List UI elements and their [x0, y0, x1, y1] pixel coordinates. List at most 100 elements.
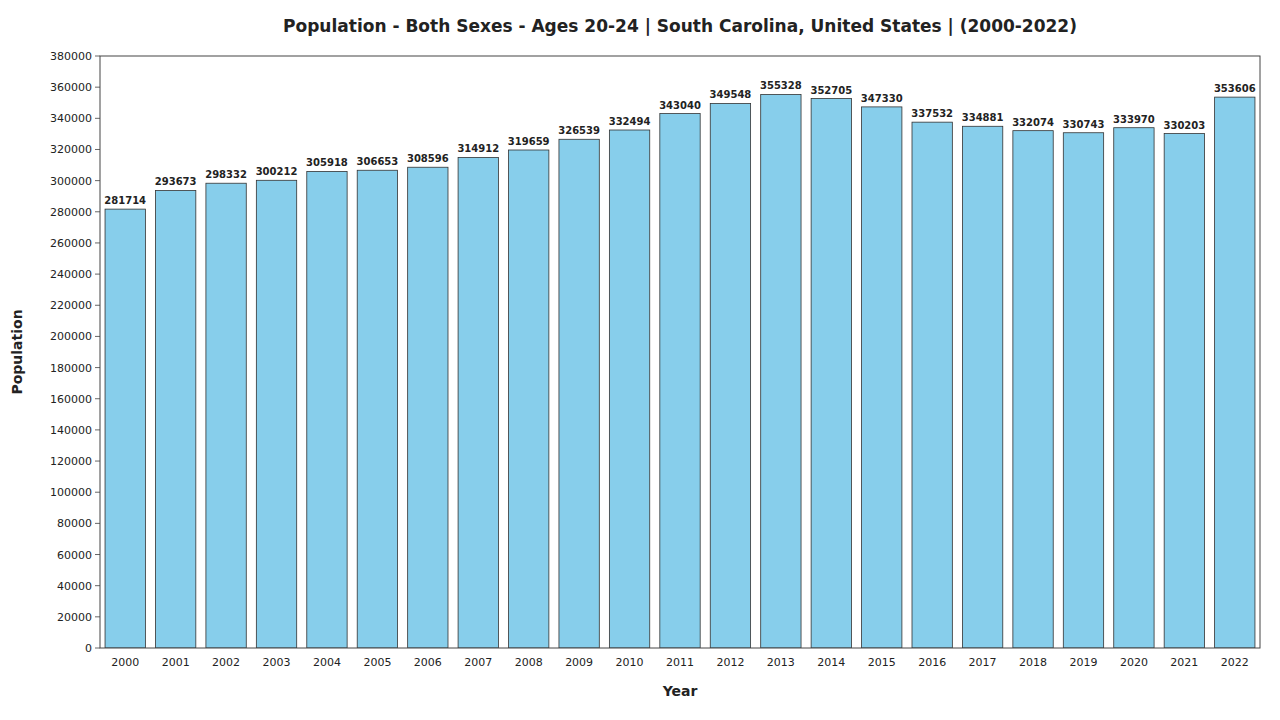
y-tick-label: 200000	[50, 330, 92, 343]
bar	[962, 126, 1002, 648]
data-label: 353606	[1214, 83, 1256, 94]
data-label: 332494	[609, 116, 651, 127]
data-label: 332074	[1012, 117, 1054, 128]
y-tick-label: 160000	[50, 393, 92, 406]
bar	[811, 99, 851, 648]
y-tick	[95, 367, 100, 368]
data-label: 352705	[810, 85, 852, 96]
x-tick-label: 2010	[616, 656, 644, 669]
x-tick-label: 2021	[1170, 656, 1198, 669]
data-label: 300212	[256, 166, 298, 177]
x-tick-label: 2013	[767, 656, 795, 669]
x-tick-label: 2004	[313, 656, 341, 669]
chart-title: Population - Both Sexes - Ages 20-24 | S…	[283, 16, 1077, 36]
data-label: 298332	[205, 169, 247, 180]
chart-container: 0200004000060000800001000001200001400001…	[0, 0, 1280, 720]
data-label: 347330	[861, 93, 903, 104]
y-tick	[95, 616, 100, 617]
y-tick	[95, 523, 100, 524]
chart-svg: 0200004000060000800001000001200001400001…	[0, 0, 1280, 720]
x-tick-label: 2018	[1019, 656, 1047, 669]
data-label: 334881	[962, 112, 1004, 123]
plot-frame	[100, 56, 1260, 648]
y-tick-label: 340000	[50, 112, 92, 125]
y-tick	[95, 149, 100, 150]
bar	[206, 183, 246, 648]
bar	[862, 107, 902, 648]
x-tick-label: 2008	[515, 656, 543, 669]
bar	[1114, 128, 1154, 648]
y-tick-label: 320000	[50, 143, 92, 156]
data-label: 293673	[155, 176, 197, 187]
y-tick	[95, 429, 100, 430]
y-tick	[95, 648, 100, 649]
bar	[256, 180, 296, 648]
bars	[105, 94, 1255, 648]
x-tick-label: 2022	[1221, 656, 1249, 669]
x-tick-label: 2001	[162, 656, 190, 669]
x-tick-label: 2019	[1069, 656, 1097, 669]
y-tick-label: 0	[85, 642, 92, 655]
y-tick-label: 120000	[50, 455, 92, 468]
x-tick-label: 2006	[414, 656, 442, 669]
x-axis: 2000200120022003200420052006200720082009…	[111, 656, 1249, 669]
bar	[559, 139, 599, 648]
x-tick-label: 2015	[868, 656, 896, 669]
x-axis-label: Year	[662, 683, 698, 699]
y-tick	[95, 274, 100, 275]
data-label: 349548	[710, 89, 752, 100]
x-tick-label: 2005	[363, 656, 391, 669]
y-axis: 0200004000060000800001000001200001400001…	[50, 50, 100, 655]
y-tick-label: 140000	[50, 424, 92, 437]
y-tick-label: 40000	[57, 580, 92, 593]
data-label: 330203	[1163, 120, 1205, 131]
bar	[1063, 133, 1103, 648]
y-tick	[95, 211, 100, 212]
y-tick	[95, 398, 100, 399]
y-tick	[95, 87, 100, 88]
x-tick-label: 2003	[263, 656, 291, 669]
y-tick-label: 220000	[50, 299, 92, 312]
bar	[710, 103, 750, 648]
data-label: 355328	[760, 80, 802, 91]
bar	[1215, 97, 1255, 648]
x-tick-label: 2002	[212, 656, 240, 669]
data-label: 326539	[558, 125, 600, 136]
x-tick-label: 2014	[817, 656, 845, 669]
bar	[458, 157, 498, 648]
y-tick-label: 300000	[50, 175, 92, 188]
y-tick	[95, 492, 100, 493]
x-tick-label: 2017	[969, 656, 997, 669]
bar	[509, 150, 549, 648]
y-tick	[95, 242, 100, 243]
y-tick-label: 20000	[57, 611, 92, 624]
y-tick-label: 60000	[57, 549, 92, 562]
data-label: 337532	[911, 108, 953, 119]
y-tick-label: 380000	[50, 50, 92, 63]
data-label: 314912	[457, 143, 499, 154]
bar	[307, 171, 347, 648]
x-tick-label: 2007	[464, 656, 492, 669]
data-label: 306653	[357, 156, 399, 167]
y-tick-label: 280000	[50, 206, 92, 219]
y-tick	[95, 305, 100, 306]
data-label: 333970	[1113, 114, 1155, 125]
y-tick	[95, 56, 100, 57]
bar	[1164, 134, 1204, 648]
y-tick-label: 260000	[50, 237, 92, 250]
bar	[912, 122, 952, 648]
data-label: 319659	[508, 136, 550, 147]
data-label: 308596	[407, 153, 449, 164]
y-tick-label: 100000	[50, 486, 92, 499]
y-tick-label: 360000	[50, 81, 92, 94]
y-tick	[95, 336, 100, 337]
data-labels: 2817142936732983323002123059183066533085…	[104, 80, 1255, 206]
bar	[1013, 131, 1053, 648]
y-tick	[95, 585, 100, 586]
x-tick-label: 2020	[1120, 656, 1148, 669]
data-label: 343040	[659, 100, 701, 111]
y-tick-label: 180000	[50, 362, 92, 375]
x-tick-label: 2009	[565, 656, 593, 669]
x-tick-label: 2012	[716, 656, 744, 669]
bar	[761, 94, 801, 648]
